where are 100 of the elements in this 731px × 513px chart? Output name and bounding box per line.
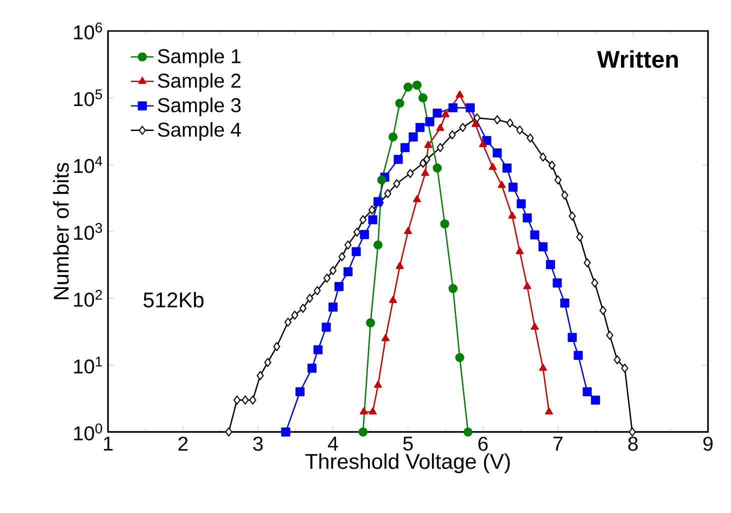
- point: [328, 302, 338, 312]
- point: [366, 318, 376, 328]
- point: [432, 164, 442, 173]
- x-tick-label: 4: [328, 436, 338, 450]
- point: [249, 396, 256, 405]
- point: [353, 228, 361, 237]
- point: [552, 278, 562, 288]
- point: [242, 396, 249, 405]
- point: [561, 190, 568, 200]
- point: [599, 306, 607, 315]
- point: [389, 296, 398, 303]
- point: [313, 345, 323, 354]
- x-tick-label: 1: [104, 436, 113, 450]
- point: [396, 262, 404, 269]
- point: [508, 212, 516, 219]
- point: [421, 168, 430, 176]
- y-tick-label: 10$^{4}$: [74, 156, 102, 174]
- point: [523, 282, 532, 290]
- point: [472, 120, 480, 127]
- point: [344, 240, 352, 250]
- point: [590, 396, 600, 405]
- x-tick-label: 6: [478, 436, 488, 451]
- point: [329, 266, 337, 276]
- point: [568, 332, 577, 342]
- point: [373, 197, 383, 206]
- point: [530, 322, 539, 330]
- point: [400, 143, 410, 152]
- point: [359, 215, 367, 224]
- point: [516, 199, 526, 208]
- point: [554, 175, 562, 185]
- point: [225, 427, 232, 437]
- point: [373, 240, 383, 250]
- point: [299, 304, 307, 313]
- point: [281, 427, 290, 437]
- x-tick-label: 9: [703, 436, 713, 451]
- point: [508, 182, 518, 192]
- point: [538, 242, 548, 252]
- point: [352, 247, 361, 256]
- point: [360, 407, 368, 414]
- point: [459, 122, 466, 132]
- point: [334, 282, 344, 292]
- x-tick-label: 5: [403, 436, 413, 451]
- point: [574, 350, 583, 360]
- x-tick-label: 8: [628, 436, 638, 451]
- point: [408, 132, 418, 142]
- point: [466, 103, 475, 112]
- point: [473, 113, 481, 122]
- point: [545, 407, 553, 414]
- point: [284, 318, 292, 327]
- point: [436, 124, 444, 131]
- point: [322, 322, 331, 332]
- y-tick-label: 10$^{5}$: [74, 89, 102, 106]
- point: [233, 396, 241, 405]
- legend-label: Sample 3: [158, 98, 241, 116]
- point: [539, 152, 547, 162]
- x-axis-title: Threshold Voltage (V): [305, 453, 510, 474]
- point: [424, 140, 432, 148]
- point: [404, 226, 412, 234]
- point: [382, 334, 390, 342]
- point: [384, 188, 392, 198]
- point: [526, 134, 534, 143]
- point: [492, 148, 502, 158]
- point: [448, 103, 458, 112]
- y-axis-title: Number of bits: [53, 162, 69, 300]
- point: [548, 160, 556, 170]
- point: [463, 427, 473, 437]
- point: [343, 267, 353, 276]
- point: [273, 342, 280, 352]
- point: [368, 215, 378, 224]
- y-tick-label: 10$^{1}$: [74, 356, 102, 374]
- legend-label: Sample 1: [158, 48, 241, 68]
- annotation: Written: [597, 50, 678, 68]
- point: [568, 212, 576, 221]
- point: [418, 93, 428, 102]
- point: [479, 140, 487, 148]
- point: [582, 387, 592, 396]
- point: [338, 252, 346, 262]
- point: [306, 294, 314, 303]
- y-tick-label: 10$^{3}$: [74, 223, 102, 240]
- point: [419, 158, 427, 168]
- point: [455, 353, 464, 362]
- point: [368, 407, 377, 414]
- point: [506, 118, 514, 128]
- point: [498, 180, 506, 188]
- point: [388, 132, 398, 142]
- point: [425, 117, 434, 126]
- point: [395, 98, 404, 108]
- point: [442, 110, 450, 118]
- point: [448, 130, 456, 140]
- point: [415, 122, 425, 132]
- point: [323, 274, 331, 283]
- point: [406, 168, 414, 178]
- point: [621, 364, 628, 373]
- x-tick-label: 2: [178, 436, 188, 451]
- point: [360, 230, 370, 240]
- point: [560, 298, 570, 308]
- point: [394, 154, 403, 164]
- point: [530, 230, 540, 240]
- point: [440, 219, 450, 228]
- x-tick-label: 3: [253, 436, 263, 451]
